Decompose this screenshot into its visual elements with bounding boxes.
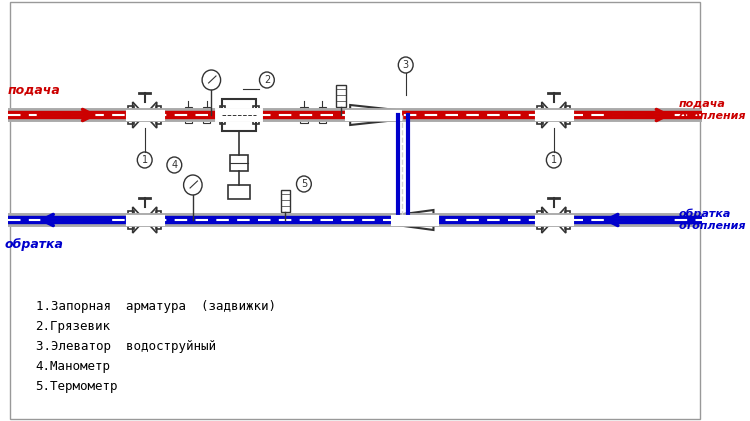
Circle shape xyxy=(184,175,202,195)
Bar xyxy=(230,155,248,171)
Bar xyxy=(565,211,571,229)
Text: 1.Запорная  арматура  (задвижки): 1.Запорная арматура (задвижки) xyxy=(35,300,275,313)
Bar xyxy=(253,106,259,124)
Bar xyxy=(128,106,133,124)
Bar xyxy=(203,107,211,123)
Bar xyxy=(565,106,571,124)
Circle shape xyxy=(137,152,152,168)
Circle shape xyxy=(260,72,274,88)
Bar xyxy=(228,185,251,199)
Circle shape xyxy=(547,152,561,168)
Circle shape xyxy=(296,176,311,192)
Text: 1: 1 xyxy=(142,155,148,165)
Bar xyxy=(280,190,290,212)
Bar xyxy=(184,107,192,123)
Text: 5: 5 xyxy=(301,179,307,189)
Text: обратка: обратка xyxy=(4,238,63,251)
Bar xyxy=(537,106,543,124)
Bar xyxy=(223,99,256,131)
Bar xyxy=(128,211,133,229)
Text: обратка
отопления: обратка отопления xyxy=(679,208,746,232)
Bar xyxy=(537,211,543,229)
Bar xyxy=(156,211,161,229)
Bar xyxy=(319,107,326,123)
Text: 3: 3 xyxy=(403,60,409,70)
Text: 4: 4 xyxy=(171,160,178,170)
Text: подача: подача xyxy=(8,84,60,97)
Text: 5.Термометр: 5.Термометр xyxy=(35,380,118,393)
Circle shape xyxy=(202,70,220,90)
Text: 4.Манометр: 4.Манометр xyxy=(35,360,110,373)
Bar xyxy=(336,85,346,107)
Text: 2: 2 xyxy=(264,75,270,85)
Bar xyxy=(300,107,307,123)
Circle shape xyxy=(167,157,182,173)
Bar xyxy=(220,106,225,124)
Text: 2.Грязевик: 2.Грязевик xyxy=(35,320,110,333)
Bar xyxy=(391,110,410,120)
Text: 1: 1 xyxy=(550,155,556,165)
Text: подача
отопления: подача отопления xyxy=(679,99,746,121)
Bar xyxy=(156,106,161,124)
Circle shape xyxy=(398,57,413,73)
Text: 3.Элеватор  водоструйный: 3.Элеватор водоструйный xyxy=(35,340,215,353)
